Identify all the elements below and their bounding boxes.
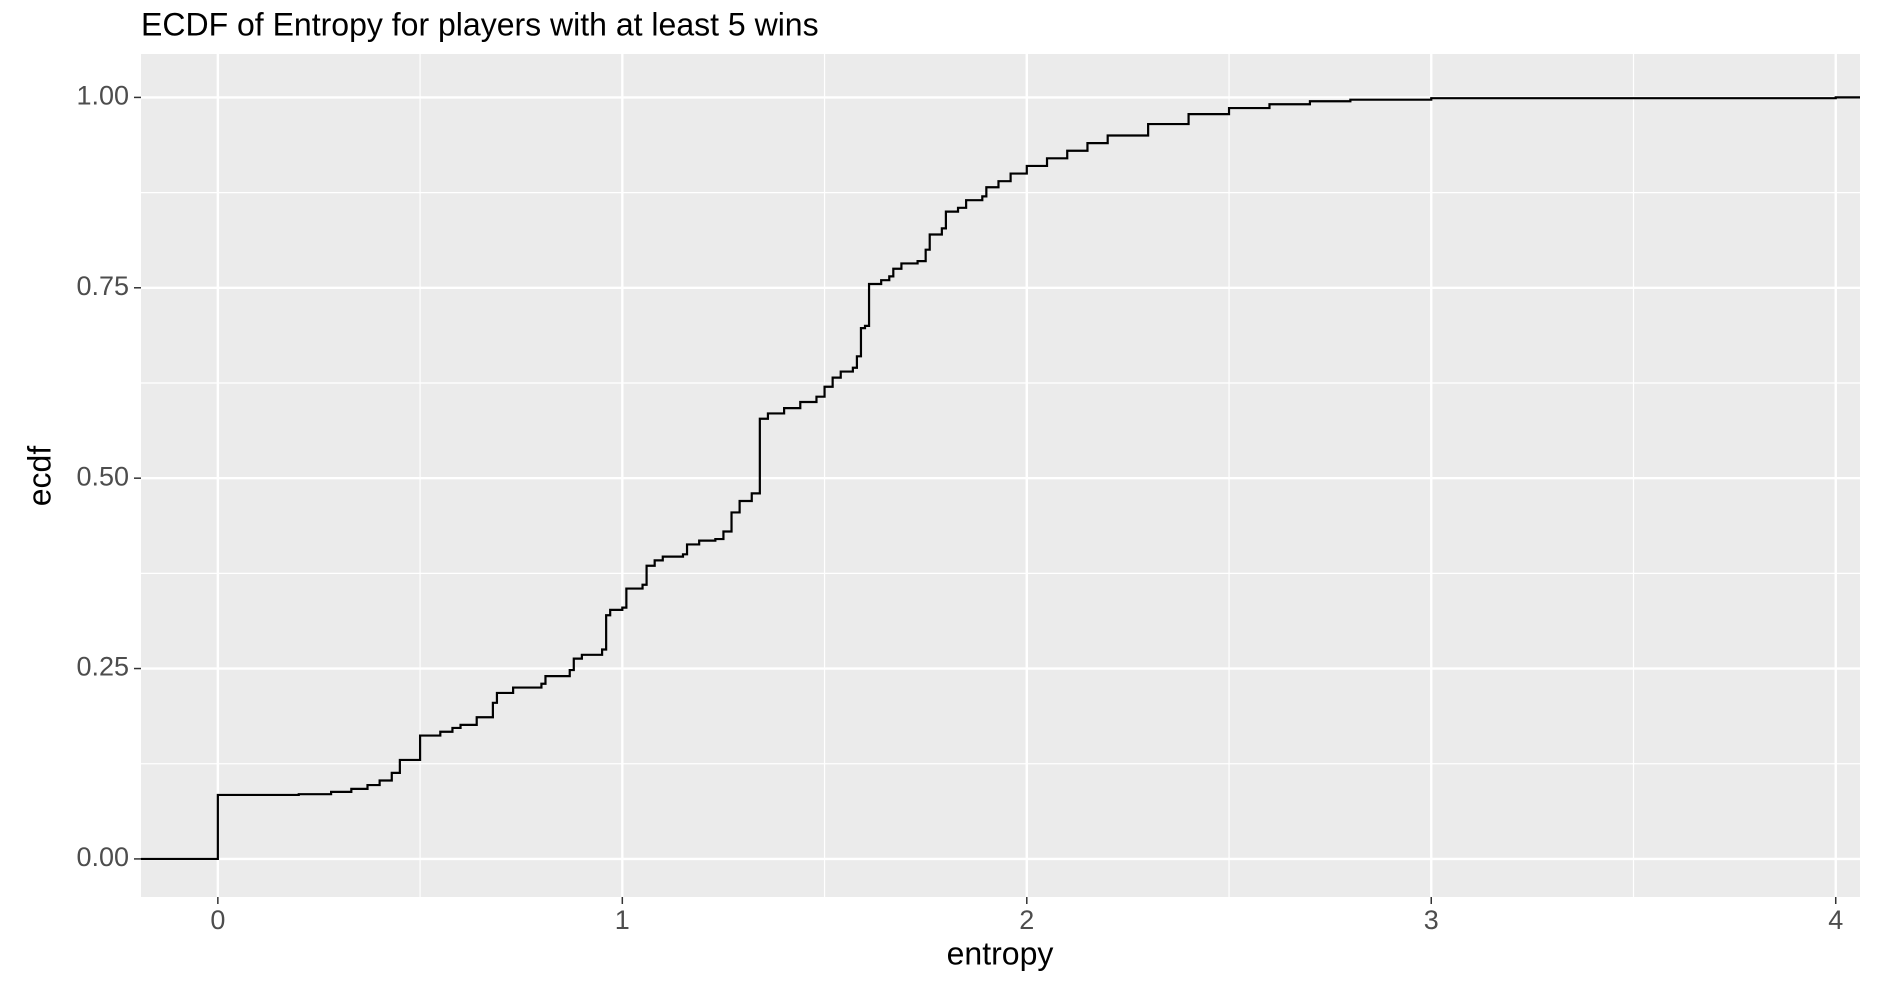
y-tick-label: 0.00	[76, 842, 129, 872]
x-tick-label: 1	[615, 905, 630, 935]
x-tick-label: 3	[1424, 905, 1439, 935]
y-axis-title: ecdf	[21, 446, 57, 507]
y-tick-label: 0.75	[76, 271, 129, 301]
chart-title: ECDF of Entropy for players with at leas…	[141, 6, 819, 42]
ecdf-line	[141, 96, 1860, 861]
x-tick-label: 4	[1828, 905, 1843, 935]
x-axis-title: entropy	[947, 935, 1054, 971]
x-tick-label: 2	[1019, 905, 1034, 935]
y-tick-label: 0.50	[76, 461, 129, 491]
y-tick-label: 0.25	[76, 652, 129, 682]
plot-panel	[141, 54, 1860, 897]
y-tick-label: 1.00	[76, 81, 129, 111]
x-tick-label: 0	[210, 905, 225, 935]
